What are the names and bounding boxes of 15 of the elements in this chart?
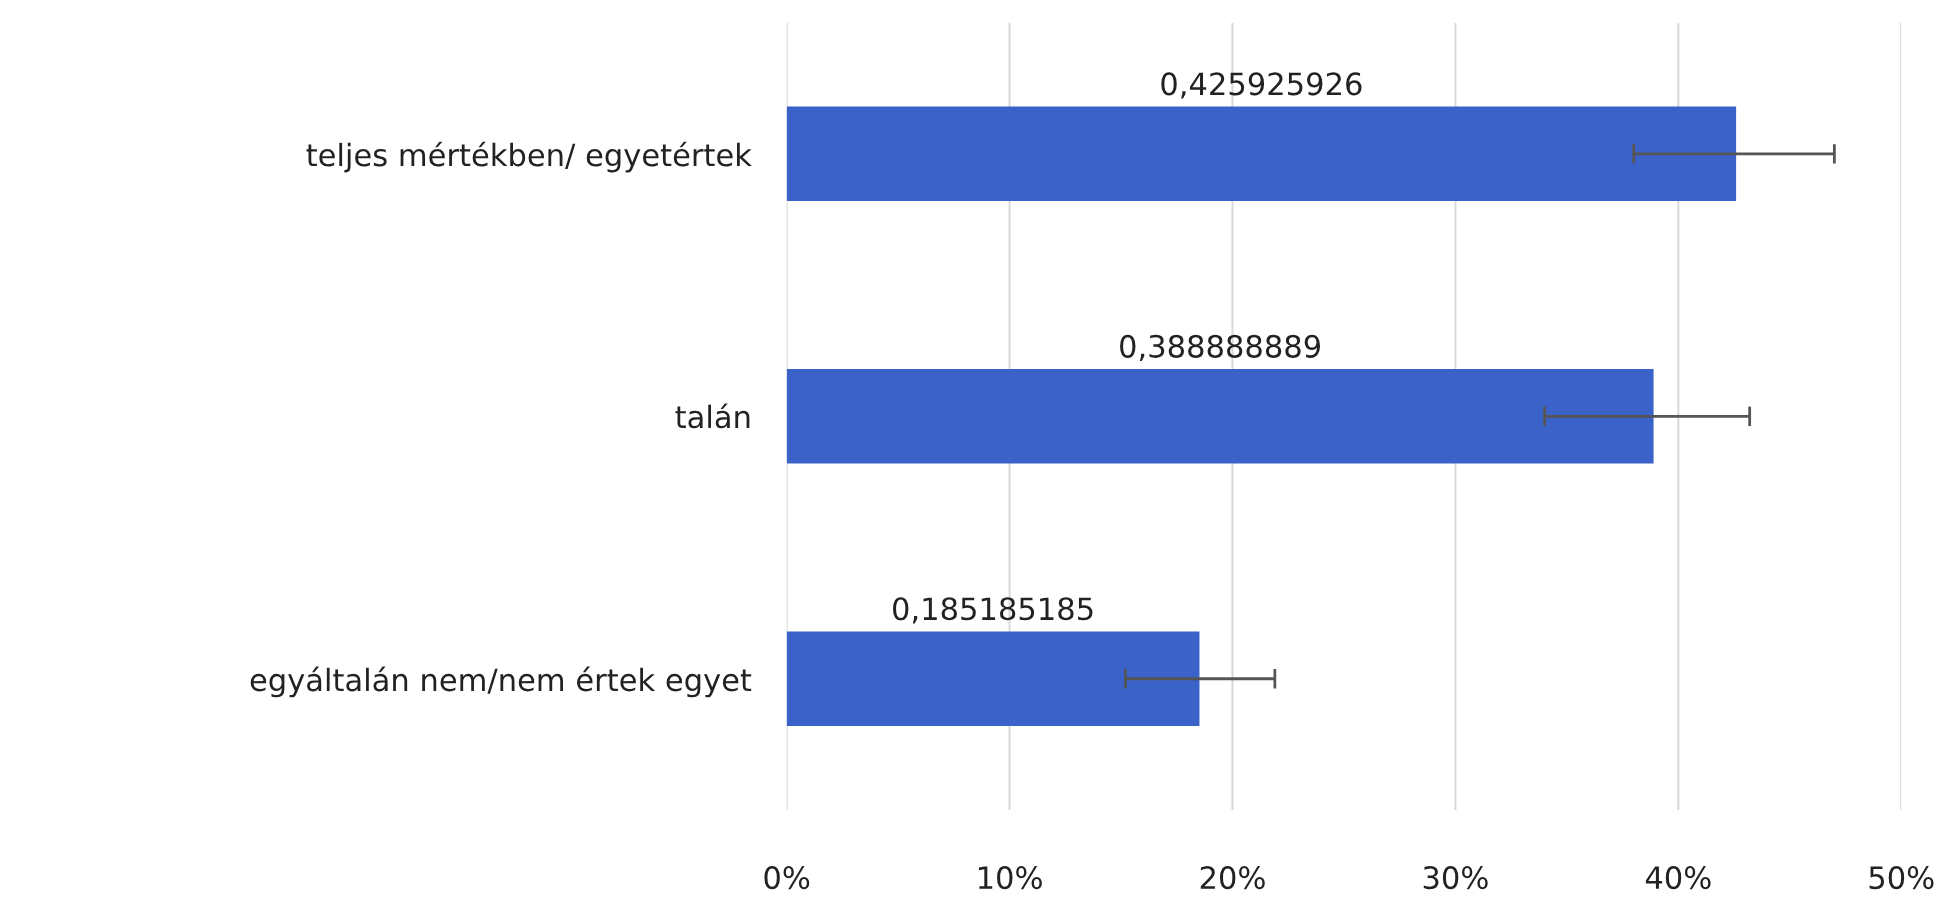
x-tick-label: 50%	[1869, 866, 1934, 890]
bar	[786, 369, 1654, 464]
x-tick-label: 10%	[978, 866, 1042, 890]
bar	[786, 106, 1737, 202]
x-tick-label: 0%	[764, 866, 810, 890]
y-tick-label: teljes mértékben/ egyetértek	[306, 141, 752, 173]
data-label: 0,388888889	[1120, 334, 1321, 362]
x-tick-label: 30%	[1423, 866, 1488, 890]
x-tick-label: 20%	[1200, 866, 1265, 890]
data-label: 0,185185185	[893, 597, 1093, 624]
y-tick-label: talán	[675, 403, 750, 429]
x-tick-label: 40%	[1645, 866, 1711, 890]
y-tick-label: egyáltalán nem/nem értek egyet	[250, 666, 752, 698]
bar	[786, 631, 1200, 726]
data-label: 0,425925926	[1161, 72, 1362, 99]
